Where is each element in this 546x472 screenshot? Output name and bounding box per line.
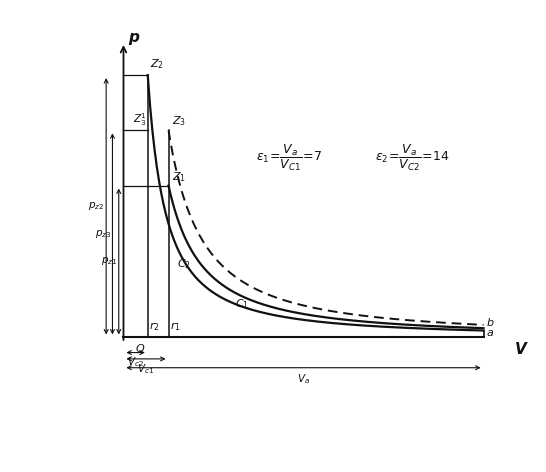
Text: $\varepsilon_1\!=\!\dfrac{V_a}{V_{C1}}\!=\!7$: $\varepsilon_1\!=\!\dfrac{V_a}{V_{C1}}\!… <box>256 143 322 173</box>
Text: r$_2$: r$_2$ <box>149 320 160 333</box>
Text: V$_{c1}$: V$_{c1}$ <box>138 362 155 376</box>
Text: Z$_3^1$: Z$_3^1$ <box>133 111 146 127</box>
Text: $\varepsilon_2\!=\!\dfrac{V_a}{V_{C2}}\!=\!14$: $\varepsilon_2\!=\!\dfrac{V_a}{V_{C2}}\!… <box>376 143 450 173</box>
Text: p: p <box>128 30 139 45</box>
Text: C$_2$: C$_2$ <box>177 257 191 271</box>
Text: C$_1$: C$_1$ <box>235 297 250 312</box>
Text: p$_{z2}$: p$_{z2}$ <box>88 200 105 212</box>
Text: O: O <box>136 344 145 354</box>
Text: Z$_3$: Z$_3$ <box>171 114 186 127</box>
Text: V$_{c2}$: V$_{c2}$ <box>127 355 144 369</box>
Text: p$_{z1}$: p$_{z1}$ <box>102 255 118 268</box>
Text: a: a <box>486 328 494 338</box>
Text: V: V <box>515 342 527 356</box>
Text: p$_{z3}$: p$_{z3}$ <box>95 228 111 240</box>
Text: Z$_2$: Z$_2$ <box>150 57 164 71</box>
Text: V$_a$: V$_a$ <box>297 372 310 386</box>
Text: Z$_1$: Z$_1$ <box>171 170 186 184</box>
Text: b: b <box>486 318 494 328</box>
Text: r$_1$: r$_1$ <box>170 320 181 333</box>
